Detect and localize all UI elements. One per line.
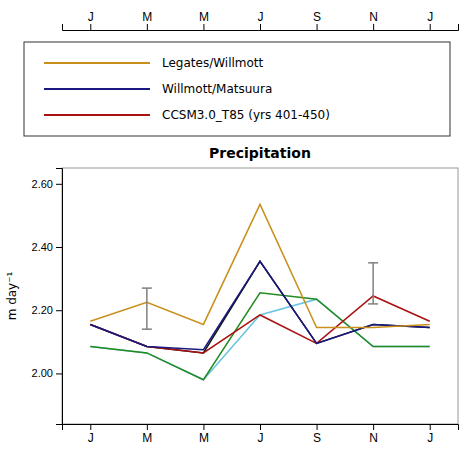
x-tick-mark [90,424,91,430]
x-tick-label: N [369,431,378,445]
title: Precipitation [209,145,311,161]
x-tick-label: M [142,431,152,445]
legend-label: Legates/Willmott [162,56,264,70]
x-tick: J [427,424,433,445]
y-tick-label: 2.60 [32,178,53,190]
x-tick-label: S [313,431,321,445]
x-tick-label: M [199,431,209,445]
x-tick-mark [203,24,204,30]
y-tick: 2.40 [32,241,62,253]
x-tick-mark [317,424,318,430]
x-tick-mark [373,424,374,430]
x-tick: M [142,10,152,30]
series-line [90,293,429,380]
legend-swatch [44,88,150,90]
x-tick-mark [430,24,431,30]
x-tick: J [258,10,264,30]
chart: J M M J S N J Legates/Willmott Willmott/Matsuura… [0,0,474,474]
x-tick: M [142,424,152,445]
x-tick: M [199,424,209,445]
error-bar-cap [368,262,378,264]
axis-line [63,24,459,31]
legend: Legates/Willmott Willmott/Matsuura CCSM3.0… [24,42,450,136]
x-tick-label: M [142,10,152,24]
legend-swatch [44,114,150,116]
x-tick-mark [90,24,91,30]
legend-swatch [44,62,150,64]
series-line [90,261,429,353]
x-tick-label: J [258,431,264,445]
x-tick-mark [430,424,431,430]
x-tick-mark [373,24,374,30]
y-tick-mark [56,373,62,374]
x-tick-label: J [88,10,94,24]
series-line [90,299,429,380]
x-tick-label: N [369,10,378,24]
y-tick-label: 2.40 [32,241,53,253]
x-tick-mark [260,24,261,30]
x-tick-mark [317,24,318,30]
x-tick: J [88,10,94,30]
error-bar-stem [146,288,148,329]
error-bar-cap [142,328,152,330]
error-bar [142,288,152,329]
y-tick: 2.20 [32,304,62,316]
x-tick-mark [147,424,148,430]
y-tick: 2.60 [32,178,62,190]
x-tick-label: J [427,431,433,445]
y-axis-title: m day⁻¹ [5,271,19,320]
x-tick-label: J [427,10,433,24]
x-tick-label: S [313,10,321,24]
series-line [90,261,429,349]
x-tick: J [427,10,433,30]
axis-line [63,425,459,431]
y-tick-mark [56,184,62,185]
x-tick: N [369,424,378,445]
y-tick: 2.00 [32,367,62,379]
x-tick-label: M [199,10,209,24]
x-axis: JMMJSNJ [63,424,459,445]
y-tick-label: 2.00 [32,367,53,379]
x-tick: S [313,424,321,445]
y-axis: 2.00 2.20 2.40 2.60 [32,169,63,425]
x-tick: N [369,10,378,30]
legend-box [24,42,450,136]
y-tick-mark [56,247,62,248]
x-tick-mark [203,424,204,430]
series-line [90,204,429,327]
x-tick-mark [260,424,261,430]
x-tick: M [199,10,209,30]
legend-label: Willmott/Matsuura [162,82,272,96]
plot-frame [62,168,458,424]
axis-line [56,169,63,425]
error-bar-cap [368,303,378,305]
error-bar [368,263,378,304]
error-bar-stem [372,263,374,304]
x-tick: J [88,424,94,445]
x-tick: S [313,10,321,30]
x-tick-mark [147,24,148,30]
y-tick-label: 2.20 [32,304,53,316]
x-tick-label: J [88,431,94,445]
plot-area [90,204,429,379]
x-axis: JMMJSNJ [63,10,459,31]
x-tick-label: J [258,10,264,24]
legend-label: CCSM3.0_T85 (yrs 401-450) [162,108,330,122]
error-bar-cap [142,287,152,289]
y-tick-mark [56,310,62,311]
x-tick: J [258,424,264,445]
